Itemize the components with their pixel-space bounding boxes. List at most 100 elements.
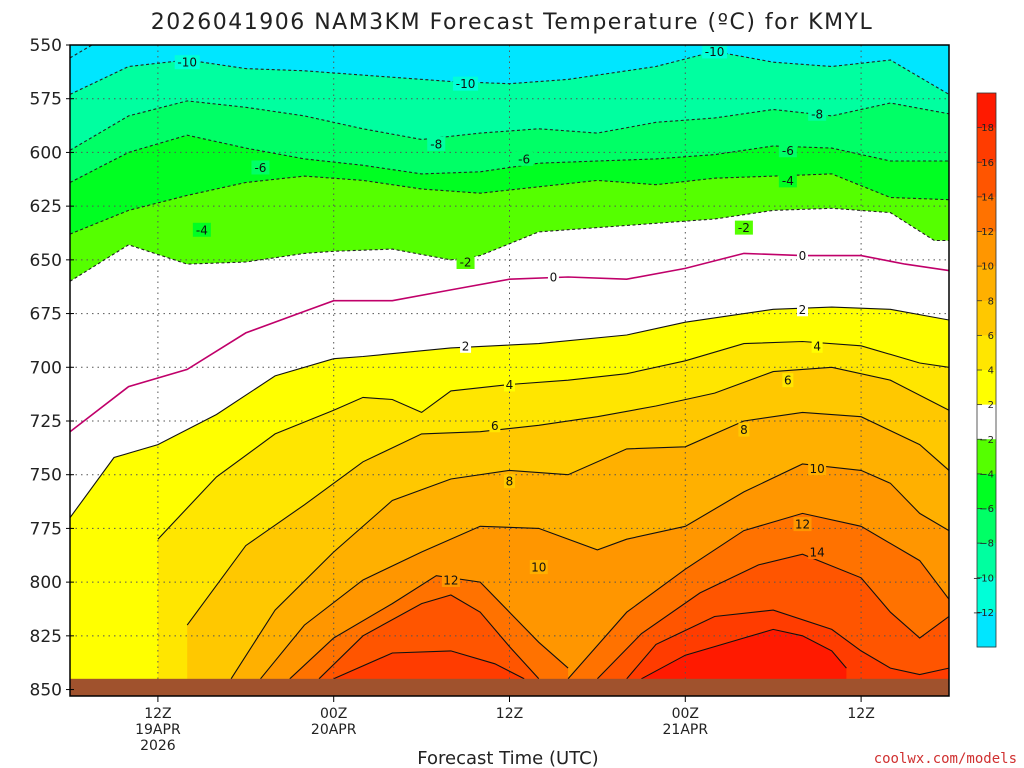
colorbar-label-14: −12 bbox=[973, 608, 994, 619]
contour-line-16 bbox=[333, 650, 525, 680]
x-tick-label-0-1: 19APR bbox=[135, 722, 181, 738]
contour-label-bg bbox=[504, 474, 515, 489]
contour-line-10 bbox=[260, 463, 949, 680]
contour-label-bg bbox=[529, 560, 548, 575]
y-tick-label-750: 750 bbox=[30, 466, 62, 486]
contour-label-m6: -6 bbox=[254, 161, 266, 175]
colorbar-swatch-12 bbox=[977, 196, 996, 232]
y-tick-label-700: 700 bbox=[30, 358, 62, 378]
contour-label-bg bbox=[811, 338, 823, 353]
colorbar-swatch-2 bbox=[977, 370, 996, 406]
contour-label-m10: -10 bbox=[177, 56, 197, 70]
contour-label-10: 10 bbox=[531, 561, 546, 575]
contour-label-10: 10 bbox=[810, 462, 825, 476]
contour-label-bg bbox=[702, 45, 728, 59]
colorbar-label-0: 18 bbox=[981, 123, 994, 134]
colorbar-label-7: 4 bbox=[988, 366, 994, 377]
colorbar-swatch-6 bbox=[977, 300, 996, 336]
contour-label-4: 4 bbox=[813, 339, 821, 353]
contour-label-bg bbox=[734, 220, 753, 235]
contour-label-8: 8 bbox=[506, 475, 514, 489]
x-tick-label-1-1: 20APR bbox=[311, 722, 357, 738]
contour-label-bg bbox=[453, 76, 479, 91]
colorbar-swatch-18 bbox=[977, 93, 996, 129]
contour-label-bg bbox=[738, 422, 750, 437]
contour-label-8: 8 bbox=[740, 423, 748, 437]
credit-link[interactable]: coolwx.com/models bbox=[874, 751, 1017, 767]
plot-area: -10 -10 -10 -8 -8 -6 -6 -6 -4 -4 -2 -2 0 0 2 2 4 4 6 6 8 8 10 1… bbox=[70, 45, 949, 696]
contour-line-2 bbox=[70, 306, 949, 519]
contour-line-12 bbox=[567, 512, 949, 680]
contour-label-m4: -4 bbox=[782, 174, 794, 188]
colorbar-label-2: 14 bbox=[981, 192, 994, 203]
contour-label-bg bbox=[460, 338, 472, 353]
contour-label-bg bbox=[782, 373, 794, 388]
x-tick-label-3-0: 00Z bbox=[672, 706, 699, 722]
x-tick-label-3-1: 21APR bbox=[663, 722, 709, 738]
contour-label-bg bbox=[456, 255, 475, 269]
contour-line-m12 bbox=[70, 45, 94, 59]
colorbar-swatch--6 bbox=[977, 473, 996, 509]
colorbar-label-13: −10 bbox=[973, 573, 994, 584]
colorbar-legend: 18 16 14 12 10 8 6 4 2 −2 −4 −6 −8 −10 −12 bbox=[973, 92, 997, 648]
contour-label-bg bbox=[427, 136, 446, 151]
contour-line-6 bbox=[186, 366, 949, 626]
contour-line-m10 bbox=[70, 50, 949, 95]
contour-label-bg bbox=[489, 418, 501, 433]
contour-label-bg bbox=[504, 377, 515, 392]
contour-line-14 bbox=[597, 553, 949, 680]
contour-label-bg bbox=[808, 106, 827, 121]
contour-line-m6 bbox=[70, 134, 949, 183]
contour-label-bg bbox=[547, 270, 559, 285]
colorbar-label-6: 6 bbox=[988, 331, 994, 342]
contour-label-bg bbox=[515, 151, 534, 166]
colorbar-label-12: −8 bbox=[979, 539, 994, 550]
y-tick-label-675: 675 bbox=[30, 305, 62, 325]
contour-label-m10: -10 bbox=[456, 77, 476, 91]
x-tick-label-2-0: 12Z bbox=[496, 706, 523, 722]
x-tick-label-4-0: 12Z bbox=[847, 706, 874, 722]
colorbar-swatch--2 bbox=[977, 404, 996, 440]
colorbar-swatch--10 bbox=[977, 543, 996, 579]
contour-label-bg bbox=[778, 143, 797, 158]
y-tick-label-625: 625 bbox=[30, 197, 62, 217]
y-tick-label-600: 600 bbox=[30, 143, 62, 163]
x-tick-label-0-0: 12Z bbox=[144, 706, 171, 722]
colorbar-label-3: 12 bbox=[981, 227, 994, 238]
contour-label-0: 0 bbox=[550, 271, 558, 285]
x-tick-label-1-0: 00Z bbox=[320, 706, 347, 722]
colorbar-swatch-14 bbox=[977, 162, 996, 198]
ground-terrain bbox=[70, 678, 949, 696]
contour-line-0 bbox=[70, 252, 949, 433]
colorbar-label-1: 16 bbox=[981, 158, 994, 169]
y-tick-label-550: 550 bbox=[30, 36, 62, 56]
colorbar-label-11: −6 bbox=[979, 504, 994, 515]
contour-label-14: 14 bbox=[810, 546, 825, 560]
contour-label-bg bbox=[797, 302, 808, 317]
y-axis-pressure-ticks: 550 575 600 625 650 675 700 725 750 775 800 825 850 bbox=[30, 36, 74, 701]
contour-label-bg bbox=[778, 173, 797, 188]
contour-label-12: 12 bbox=[443, 573, 458, 587]
y-tick-label-650: 650 bbox=[30, 251, 62, 271]
colorbar-swatch-8 bbox=[977, 266, 996, 302]
colorbar-swatch-10 bbox=[977, 231, 996, 267]
contour-label-4: 4 bbox=[506, 378, 514, 392]
contour-line-m4 bbox=[70, 173, 949, 235]
contour-label-bg bbox=[174, 55, 200, 70]
colorbar-swatch-4 bbox=[977, 335, 996, 371]
y-tick-label-850: 850 bbox=[30, 681, 62, 701]
x-axis-label: Forecast Time (UTC) bbox=[417, 748, 598, 768]
colorbar-swatch--4 bbox=[977, 439, 996, 475]
y-tick-label-725: 725 bbox=[30, 412, 62, 432]
y-tick-label-800: 800 bbox=[30, 573, 62, 593]
contour-label-bg bbox=[793, 517, 812, 532]
contour-label-m10: -10 bbox=[705, 45, 725, 59]
contour-label-12: 12 bbox=[795, 518, 810, 532]
x-tick-label-0-2: 2026 bbox=[140, 738, 176, 754]
contour-label-bg bbox=[808, 545, 827, 560]
contour-line-m8 bbox=[70, 100, 949, 151]
colorbar-label-8: 2 bbox=[988, 400, 994, 411]
contour-label-m2: -2 bbox=[460, 256, 472, 270]
colorbar-label-10: −4 bbox=[979, 469, 994, 480]
